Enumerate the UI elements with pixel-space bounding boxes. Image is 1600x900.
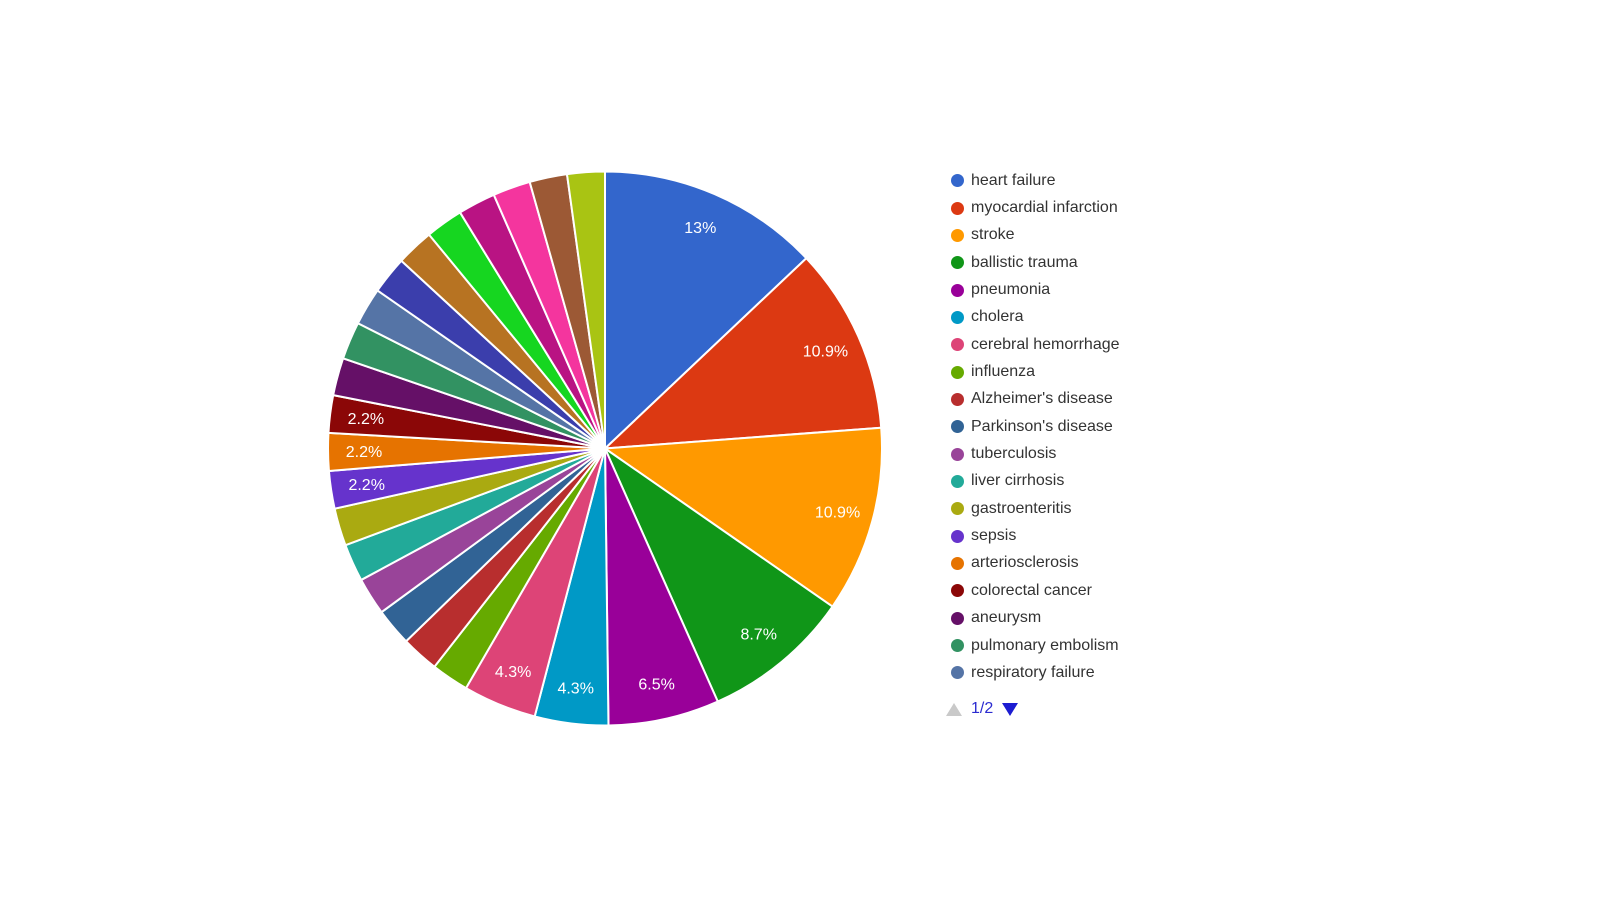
pie-slice-percent-label: 10.9%: [803, 344, 848, 361]
legend-item-tuberculosis[interactable]: tuberculosis: [951, 440, 1120, 467]
legend-item-aneurysm[interactable]: aneurysm: [951, 605, 1120, 632]
legend-color-dot-icon: [951, 338, 964, 352]
legend-color-dot-icon: [951, 420, 964, 434]
legend-item-parkinson-s-disease[interactable]: Parkinson's disease: [951, 413, 1120, 440]
legend-item-stroke[interactable]: stroke: [951, 222, 1120, 249]
pie-slice-heart-failure[interactable]: [604, 170, 808, 450]
legend: heart failure myocardial infarction stroke…: [951, 167, 1120, 687]
legend-item-label: aneurysm: [971, 609, 1042, 627]
legend-item-sepsis[interactable]: sepsis: [951, 522, 1120, 549]
legend-color-dot-icon: [951, 447, 964, 461]
legend-item-influenza[interactable]: influenza: [951, 358, 1120, 385]
legend-pager: 1/2: [946, 700, 1019, 717]
legend-item-myocardial-infarction[interactable]: myocardial infarction: [951, 194, 1120, 221]
pie-slice-unlabeled-26[interactable]: [565, 170, 606, 450]
legend-color-dot-icon: [951, 174, 964, 188]
pie-slice-percent-label: 2.2%: [348, 411, 384, 428]
legend-item-liver-cirrhosis[interactable]: liver cirrhosis: [951, 468, 1120, 495]
legend-item-label: influenza: [971, 363, 1036, 381]
pie-slice-myocardial-infarction[interactable]: [604, 257, 883, 450]
pie-slice-percent-label: 6.5%: [638, 677, 674, 694]
legend-item-label: heart failure: [971, 171, 1056, 189]
pie-slice-percent-label: 4.3%: [557, 680, 593, 697]
legend-item-cerebral-hemorrhage[interactable]: cerebral hemorrhage: [951, 331, 1120, 358]
legend-item-cholera[interactable]: cholera: [951, 304, 1120, 331]
legend-color-dot-icon: [951, 310, 964, 324]
legend-item-gastroenteritis[interactable]: gastroenteritis: [951, 495, 1120, 522]
legend-color-dot-icon: [951, 365, 964, 379]
legend-item-label: cerebral hemorrhage: [971, 335, 1120, 353]
legend-color-dot-icon: [951, 666, 964, 680]
legend-color-dot-icon: [951, 283, 964, 297]
pie-slice-percent-label: 2.2%: [346, 444, 382, 461]
legend-item-label: Parkinson's disease: [971, 417, 1113, 435]
legend-item-label: Alzheimer's disease: [971, 390, 1113, 408]
pie-slice-pneumonia[interactable]: [604, 447, 719, 727]
legend-item-label: gastroenteritis: [971, 499, 1072, 517]
pie-slice-percent-label: 2.2%: [348, 477, 384, 494]
legend-color-dot-icon: [951, 228, 964, 242]
legend-color-dot-icon: [951, 201, 964, 215]
legend-item-label: cholera: [971, 308, 1024, 326]
legend-item-label: respiratory failure: [971, 663, 1095, 681]
legend-item-label: pneumonia: [971, 281, 1051, 299]
legend-color-dot-icon: [951, 611, 964, 625]
legend-item-label: liver cirrhosis: [971, 472, 1065, 490]
legend-item-label: colorectal cancer: [971, 581, 1092, 599]
pie-slice-percent-label: 8.7%: [740, 627, 776, 644]
legend-color-dot-icon: [951, 474, 964, 488]
legend-item-label: stroke: [971, 226, 1015, 244]
legend-color-dot-icon: [951, 556, 964, 570]
legend-item-label: ballistic trauma: [971, 253, 1078, 271]
pie-slice-stroke[interactable]: [604, 426, 883, 608]
legend-item-label: sepsis: [971, 527, 1017, 545]
legend-item-heart-failure[interactable]: heart failure: [951, 167, 1120, 194]
legend-color-dot-icon: [951, 256, 964, 270]
pie-slice-percent-label: 4.3%: [495, 664, 531, 681]
legend-item-arteriosclerosis[interactable]: arteriosclerosis: [951, 550, 1120, 577]
legend-item-pneumonia[interactable]: pneumonia: [951, 276, 1120, 303]
legend-item-label: arteriosclerosis: [971, 554, 1079, 572]
legend-page-up-icon[interactable]: [946, 702, 962, 716]
legend-page-down-icon[interactable]: [1002, 702, 1019, 716]
legend-color-dot-icon: [951, 529, 964, 543]
pie-slice-percent-label: 13%: [684, 220, 716, 237]
legend-color-dot-icon: [951, 584, 964, 598]
pie-slice-percent-label: 10.9%: [815, 504, 860, 521]
legend-item-pulmonary-embolism[interactable]: pulmonary embolism: [951, 632, 1120, 659]
legend-color-dot-icon: [951, 502, 964, 516]
legend-item-label: tuberculosis: [971, 445, 1057, 463]
pie-slice-ballistic-trauma[interactable]: [604, 447, 834, 703]
legend-item-label: pulmonary embolism: [971, 636, 1119, 654]
legend-item-colorectal-cancer[interactable]: colorectal cancer: [951, 577, 1120, 604]
legend-item-label: myocardial infarction: [971, 199, 1118, 217]
legend-color-dot-icon: [951, 639, 964, 653]
legend-item-respiratory-failure[interactable]: respiratory failure: [951, 659, 1120, 686]
legend-page-indicator: 1/2: [971, 700, 994, 717]
legend-color-dot-icon: [951, 392, 964, 406]
legend-item-alzheimer-s-disease[interactable]: Alzheimer's disease: [951, 386, 1120, 413]
legend-item-ballistic-trauma[interactable]: ballistic trauma: [951, 249, 1120, 276]
